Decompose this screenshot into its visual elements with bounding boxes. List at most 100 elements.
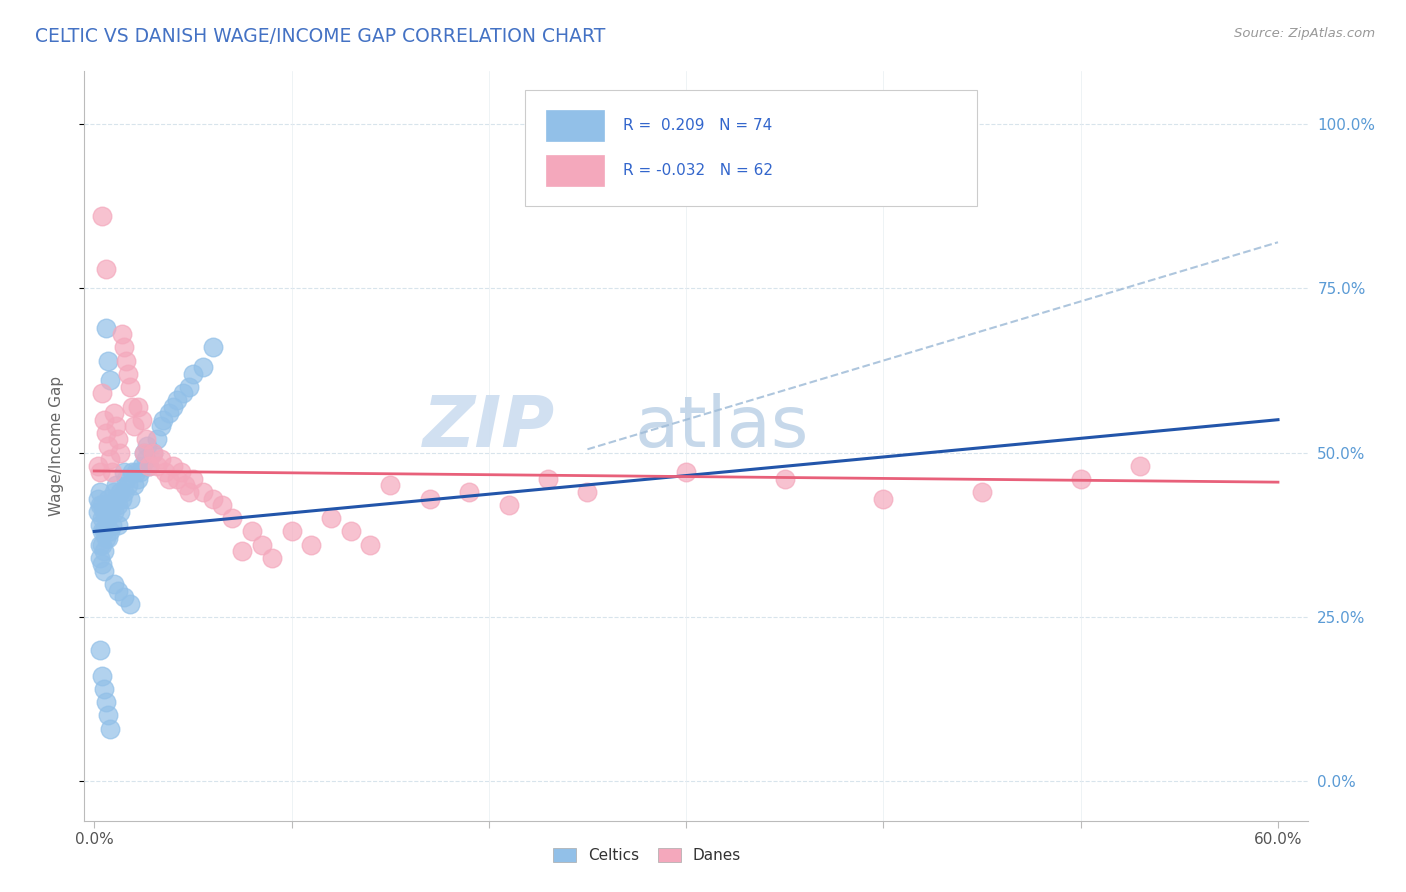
Point <box>132 445 155 459</box>
Point <box>419 491 441 506</box>
Point <box>127 400 149 414</box>
Point <box>142 445 165 459</box>
Point <box>89 465 111 479</box>
Point <box>101 465 124 479</box>
Point <box>157 406 180 420</box>
Point <box>91 209 114 223</box>
Point <box>87 505 110 519</box>
Point <box>576 485 599 500</box>
Point <box>89 498 111 512</box>
Point <box>380 478 402 492</box>
Point <box>94 511 117 525</box>
Point <box>94 425 117 440</box>
Point <box>91 524 114 539</box>
Point <box>131 458 153 473</box>
Bar <box>546 154 605 186</box>
Point <box>211 498 233 512</box>
Point <box>172 386 194 401</box>
Point <box>280 524 302 539</box>
Point <box>498 498 520 512</box>
Point <box>89 517 111 532</box>
Point <box>138 458 160 473</box>
Point <box>117 478 139 492</box>
Point <box>339 524 361 539</box>
Text: R = -0.032   N = 62: R = -0.032 N = 62 <box>623 162 772 178</box>
Point <box>191 360 214 375</box>
Point <box>118 597 141 611</box>
Point <box>98 505 121 519</box>
Point <box>108 445 131 459</box>
Point <box>114 472 136 486</box>
Point <box>231 544 253 558</box>
Point <box>124 465 146 479</box>
Point <box>152 413 174 427</box>
Point <box>177 485 200 500</box>
Point <box>201 491 224 506</box>
Point <box>162 458 184 473</box>
Point <box>107 498 129 512</box>
Point <box>675 465 697 479</box>
Point <box>136 439 159 453</box>
Point <box>107 583 129 598</box>
Point <box>93 682 115 697</box>
Text: atlas: atlas <box>636 392 810 462</box>
Point <box>142 445 165 459</box>
Point <box>201 340 224 354</box>
Point <box>93 505 115 519</box>
Point <box>93 564 115 578</box>
Point <box>97 511 120 525</box>
Point <box>146 458 169 473</box>
Point <box>89 485 111 500</box>
Point <box>240 524 263 539</box>
Point <box>174 478 197 492</box>
Point <box>104 491 127 506</box>
Text: CELTIC VS DANISH WAGE/INCOME GAP CORRELATION CHART: CELTIC VS DANISH WAGE/INCOME GAP CORRELA… <box>35 27 606 45</box>
Point <box>93 413 115 427</box>
Point <box>157 472 180 486</box>
Point <box>146 433 169 447</box>
Point <box>773 472 796 486</box>
Point <box>112 590 135 604</box>
Point <box>91 558 114 572</box>
Point <box>91 498 114 512</box>
Point <box>150 419 173 434</box>
Point <box>118 491 141 506</box>
Y-axis label: Wage/Income Gap: Wage/Income Gap <box>49 376 63 516</box>
Point <box>97 439 120 453</box>
Point <box>98 373 121 387</box>
Point <box>89 642 111 657</box>
Point <box>359 538 381 552</box>
Point <box>104 478 127 492</box>
Point <box>98 722 121 736</box>
Point <box>108 485 131 500</box>
Text: ZIP: ZIP <box>423 392 555 462</box>
Point <box>135 433 157 447</box>
Bar <box>546 110 605 141</box>
Legend: Celtics, Danes: Celtics, Danes <box>547 841 747 869</box>
Point <box>89 550 111 565</box>
Point <box>87 491 110 506</box>
Point <box>114 353 136 368</box>
Point <box>93 524 115 539</box>
Point <box>97 353 120 368</box>
Point <box>94 695 117 709</box>
Point <box>166 472 188 486</box>
Point <box>107 433 129 447</box>
Point <box>250 538 273 552</box>
Point <box>181 367 204 381</box>
Point <box>181 472 204 486</box>
Point <box>91 538 114 552</box>
Point <box>93 544 115 558</box>
Point <box>111 491 134 506</box>
Point <box>132 445 155 459</box>
Point <box>117 367 139 381</box>
Text: Source: ZipAtlas.com: Source: ZipAtlas.com <box>1234 27 1375 40</box>
Point <box>91 511 114 525</box>
Point <box>128 465 150 479</box>
Point <box>107 517 129 532</box>
Point <box>103 406 125 420</box>
Point <box>872 491 894 506</box>
Point <box>98 524 121 539</box>
Point <box>150 452 173 467</box>
Point <box>162 400 184 414</box>
